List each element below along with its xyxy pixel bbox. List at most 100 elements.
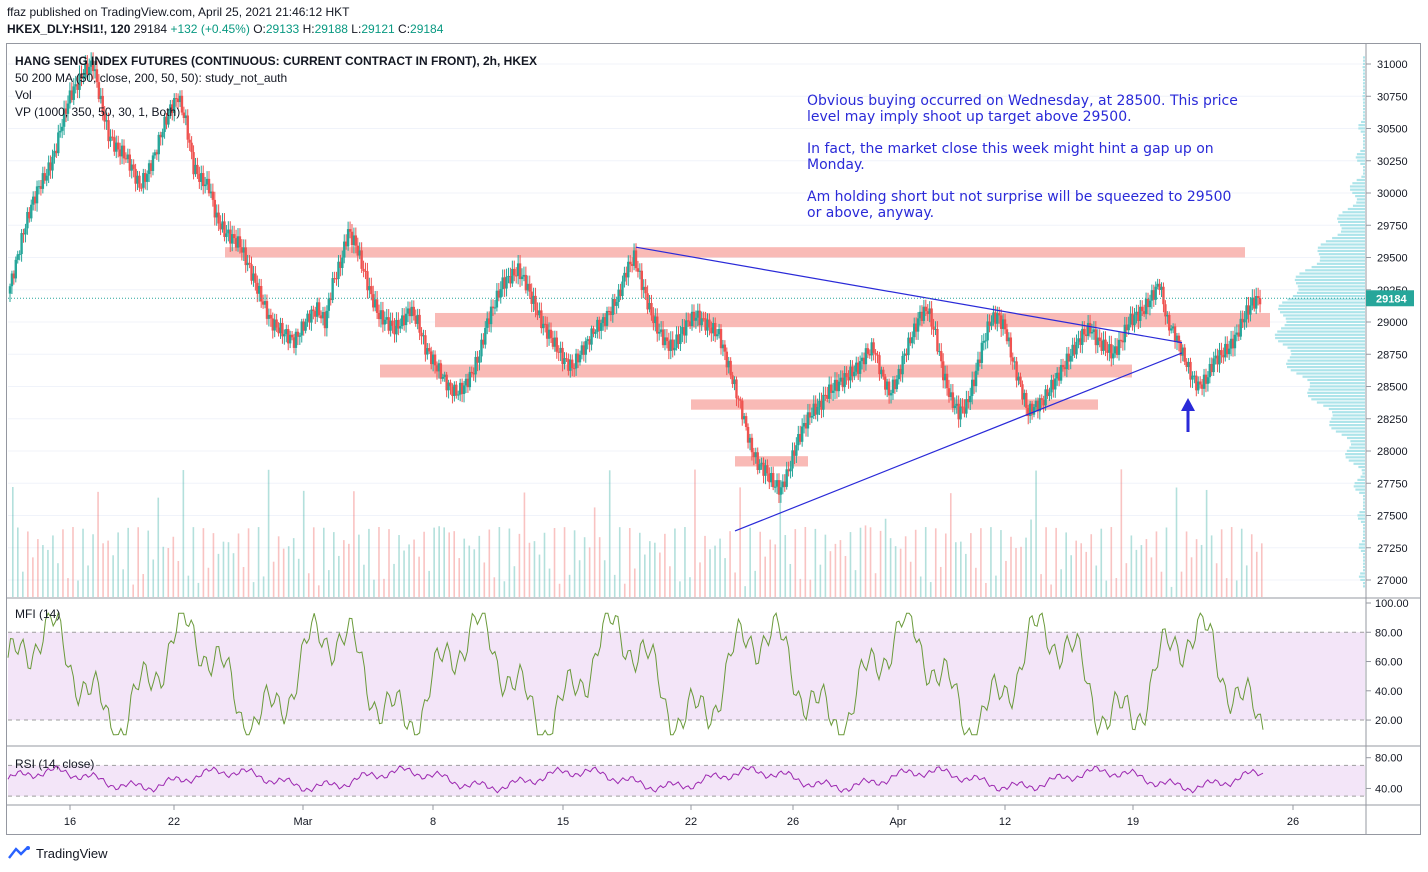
vp-bar	[1331, 427, 1365, 430]
volume-bar	[884, 518, 887, 597]
candle-body	[16, 254, 19, 260]
vp-bar	[1297, 285, 1365, 288]
candle-body	[924, 306, 928, 312]
volume-bar	[784, 535, 787, 597]
volume-bar	[388, 529, 390, 597]
candle-body	[509, 275, 512, 284]
volume-bar	[659, 552, 661, 597]
candle-body	[1015, 361, 1018, 381]
volume-bar	[102, 543, 104, 597]
candle-body	[55, 150, 58, 154]
vp-bar	[1307, 391, 1365, 394]
candle-body	[265, 301, 269, 319]
candle-body	[26, 211, 29, 229]
volume-bar	[1130, 535, 1133, 597]
vp-bar	[1352, 191, 1365, 194]
volume-bar	[137, 527, 139, 597]
candle-body	[1021, 384, 1024, 400]
volume-bar	[774, 544, 777, 597]
legend-rsi: RSI (14, close)	[15, 757, 95, 771]
candle-body	[188, 139, 191, 143]
volume-bar	[292, 538, 295, 597]
candle-body	[215, 212, 218, 218]
candle-body	[1121, 340, 1125, 343]
candle-body	[1090, 332, 1094, 334]
candle-body	[173, 98, 176, 114]
vp-bar	[1350, 188, 1365, 191]
candle-body	[1212, 358, 1215, 373]
footer-brand[interactable]: TradingView	[36, 845, 108, 861]
candle-body	[1040, 398, 1043, 400]
volume-bar	[227, 542, 230, 597]
candle-body	[99, 95, 103, 100]
candle-body	[943, 373, 947, 381]
candle-body	[306, 313, 309, 322]
vp-bar	[1362, 95, 1365, 98]
vp-bar	[1356, 153, 1365, 156]
vp-bar	[1290, 369, 1365, 372]
candle-body	[972, 379, 976, 387]
volume-bar	[438, 526, 440, 597]
candle-body	[588, 339, 591, 345]
volume-bar	[1145, 539, 1148, 597]
volume-bar	[794, 529, 797, 597]
candle-body	[1181, 347, 1184, 356]
candle-body	[690, 311, 694, 327]
candle-body	[551, 337, 555, 347]
candle-body	[356, 245, 359, 256]
volume-bar	[242, 567, 245, 597]
candle-body	[536, 310, 539, 316]
candle-body	[543, 323, 547, 325]
volume-bar	[473, 549, 476, 597]
candle-body	[760, 462, 763, 465]
candle-body	[756, 452, 759, 470]
volume-bar	[724, 558, 726, 597]
candle-body	[1164, 304, 1167, 317]
candle-body	[484, 327, 487, 345]
candle-body	[433, 354, 437, 366]
candle-body	[522, 274, 526, 277]
candle-body	[116, 142, 120, 150]
vp-bar	[1274, 333, 1365, 336]
candle-body	[37, 186, 41, 188]
candle-body	[1251, 297, 1254, 306]
vp-bar	[1280, 311, 1365, 314]
volume-bar	[960, 541, 962, 597]
candle-body	[663, 337, 667, 346]
price-tick-label-13: 27750	[1377, 478, 1408, 490]
volume-bar	[558, 583, 561, 597]
volume-bar	[894, 546, 897, 597]
volume-bar	[317, 585, 320, 597]
candle-body	[839, 377, 843, 382]
volume-bar	[67, 578, 69, 597]
candle-body	[1243, 319, 1246, 323]
volume-bar	[423, 531, 425, 597]
candle-body	[327, 298, 330, 311]
candle-body	[153, 152, 157, 156]
vp-bar	[1307, 394, 1365, 398]
vp-bar	[1341, 433, 1365, 436]
time-tick-label-3: 8	[430, 816, 436, 828]
candle-body	[777, 480, 781, 495]
candle-body	[893, 379, 897, 390]
candle-body	[632, 250, 636, 266]
vp-bar	[1287, 298, 1365, 301]
volume-bar	[669, 566, 671, 597]
candle-body	[1001, 319, 1005, 329]
vp-bar	[1294, 278, 1365, 282]
candle-body	[113, 137, 116, 152]
candle-body	[209, 191, 213, 194]
volume-bar	[77, 580, 79, 597]
candle-body	[607, 310, 611, 312]
volume-bar	[729, 531, 731, 597]
volume-bar	[307, 573, 310, 597]
volume-bar	[608, 470, 611, 597]
volume-bar	[518, 533, 521, 597]
candle-body	[590, 328, 593, 345]
candle-body	[190, 142, 193, 153]
candle-body	[582, 345, 586, 355]
vp-bar	[1363, 172, 1365, 175]
candle-body	[1030, 403, 1034, 415]
volume-bar	[538, 554, 541, 597]
